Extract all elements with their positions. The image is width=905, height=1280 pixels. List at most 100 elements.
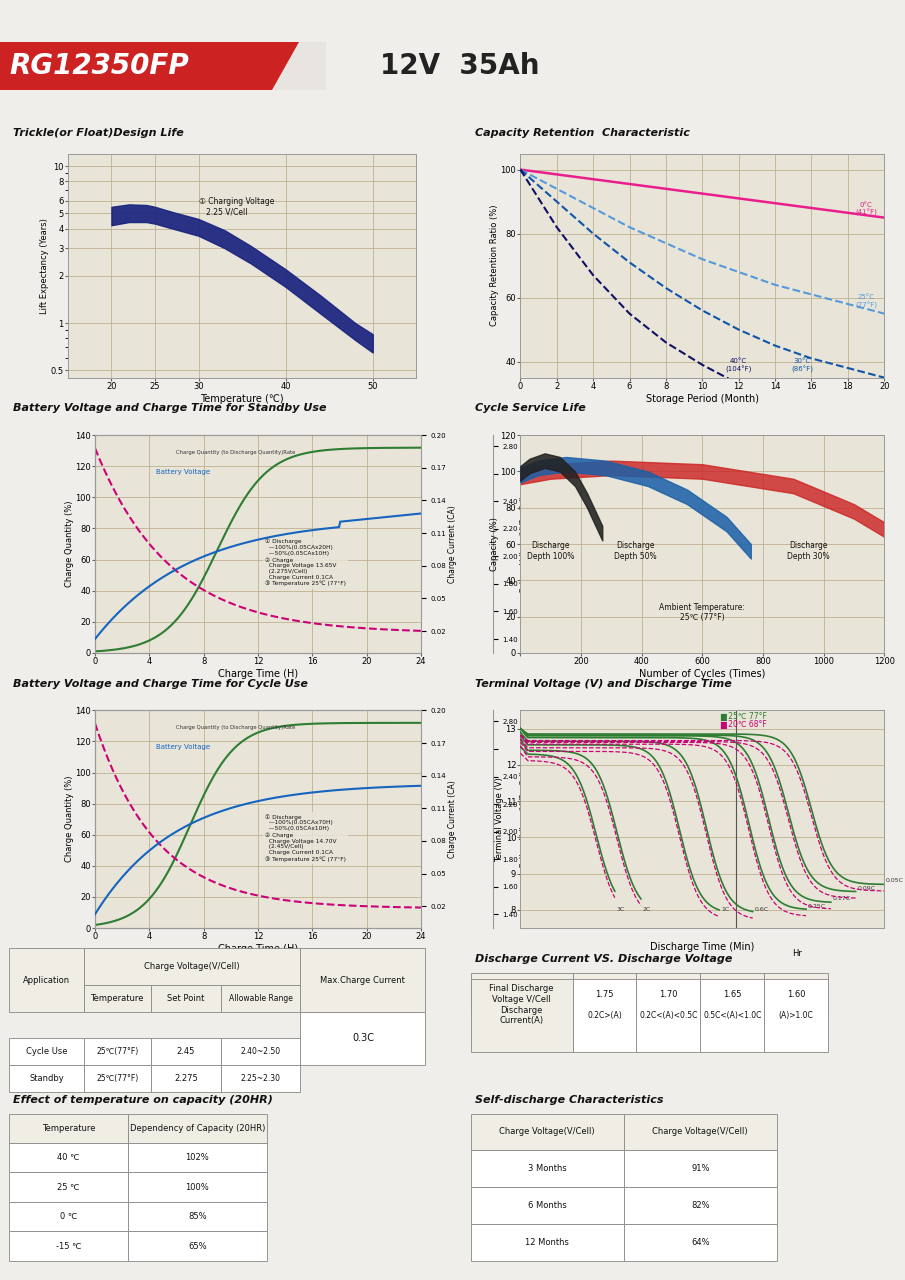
Text: 64%: 64% [691,1238,710,1247]
Text: 2.25~2.30: 2.25~2.30 [241,1074,281,1083]
Text: 0.25C: 0.25C [808,904,826,909]
Text: Discharge
Current(A): Discharge Current(A) [500,1006,544,1025]
Text: Effect of temperature on capacity (20HR): Effect of temperature on capacity (20HR) [14,1094,273,1105]
Text: 40°C
(104°F): 40°C (104°F) [726,358,752,372]
Y-axis label: Charge Quantity (%): Charge Quantity (%) [65,500,73,588]
FancyBboxPatch shape [636,973,700,1015]
FancyBboxPatch shape [128,1172,267,1202]
Text: 25°C
(77°F): 25°C (77°F) [855,294,877,308]
Text: (A)>1.0C: (A)>1.0C [778,1011,814,1020]
FancyBboxPatch shape [764,979,828,1052]
FancyBboxPatch shape [624,1151,776,1188]
Text: Charge Quantity (to Discharge Quantity)Rate: Charge Quantity (to Discharge Quantity)R… [176,449,296,454]
Y-axis label: Charge Quantity (%): Charge Quantity (%) [65,776,73,863]
FancyBboxPatch shape [150,1065,222,1092]
Text: 1.70: 1.70 [659,989,678,998]
Text: 30°C
(86°F): 30°C (86°F) [791,358,814,372]
Text: 0.2C<(A)<0.5C: 0.2C<(A)<0.5C [639,1011,698,1020]
FancyBboxPatch shape [9,1202,128,1231]
Text: Allowable Range: Allowable Range [229,993,293,1002]
Text: Battery Voltage and Charge Time for Standby Use: Battery Voltage and Charge Time for Stan… [14,403,327,413]
FancyBboxPatch shape [150,986,222,1011]
Text: 3C: 3C [616,908,625,913]
Text: Standby: Standby [29,1074,64,1083]
Text: ▇ 25℃ 77°F: ▇ 25℃ 77°F [720,713,767,722]
X-axis label: Temperature (℃): Temperature (℃) [200,393,284,403]
FancyBboxPatch shape [471,973,573,1015]
FancyBboxPatch shape [84,1065,150,1092]
FancyBboxPatch shape [84,948,300,986]
Text: Terminal Voltage (V) and Discharge Time: Terminal Voltage (V) and Discharge Time [475,678,731,689]
Text: Charge Quantity (to Discharge Quantity)Rate: Charge Quantity (to Discharge Quantity)R… [176,724,296,730]
Text: 2.40~2.50: 2.40~2.50 [241,1047,281,1056]
FancyBboxPatch shape [9,1114,128,1143]
Text: 2.45: 2.45 [176,1047,195,1056]
Text: Discharge Current VS. Discharge Voltage: Discharge Current VS. Discharge Voltage [475,954,732,964]
FancyBboxPatch shape [222,986,300,1011]
X-axis label: Discharge Time (Min): Discharge Time (Min) [650,942,755,952]
FancyBboxPatch shape [9,1143,128,1172]
Y-axis label: Lift Expectancy (Years): Lift Expectancy (Years) [40,218,49,314]
Text: 6 Months: 6 Months [528,1201,567,1210]
Text: Trickle(or Float)Design Life: Trickle(or Float)Design Life [14,128,184,138]
Y-axis label: Terminal Voltage (V): Terminal Voltage (V) [495,777,504,861]
Y-axis label: Battery Voltage (V)/Per Cell: Battery Voltage (V)/Per Cell [519,497,526,591]
Text: Discharge
Depth 50%: Discharge Depth 50% [614,541,657,561]
FancyBboxPatch shape [300,948,425,1011]
Text: 25℃(77°F): 25℃(77°F) [96,1074,138,1083]
Text: 0°C
(41°F): 0°C (41°F) [855,201,877,216]
X-axis label: Charge Time (H): Charge Time (H) [218,668,298,678]
FancyBboxPatch shape [573,973,636,1015]
Text: Hr: Hr [792,950,802,959]
FancyBboxPatch shape [9,1231,128,1261]
Text: 25℃(77°F): 25℃(77°F) [96,1047,138,1056]
Text: 0.09C: 0.09C [857,886,876,891]
Text: Charge Voltage(V/Cell): Charge Voltage(V/Cell) [500,1128,595,1137]
Y-axis label: Capacity Retention Ratio (%): Capacity Retention Ratio (%) [491,205,499,326]
X-axis label: Number of Cycles (Times): Number of Cycles (Times) [639,668,766,678]
FancyBboxPatch shape [0,42,326,90]
Text: 100%: 100% [186,1183,209,1192]
Text: 2C: 2C [643,908,652,913]
FancyBboxPatch shape [636,979,700,1052]
FancyBboxPatch shape [471,1151,624,1188]
Text: 0.2C>(A): 0.2C>(A) [587,1011,622,1020]
FancyBboxPatch shape [222,1065,300,1092]
FancyBboxPatch shape [128,1202,267,1231]
Text: 65%: 65% [188,1242,206,1251]
FancyBboxPatch shape [128,1114,267,1143]
Text: 12 Months: 12 Months [525,1238,569,1247]
Text: Capacity Retention  Characteristic: Capacity Retention Characteristic [475,128,690,138]
Text: Temperature: Temperature [90,993,144,1002]
FancyBboxPatch shape [471,1114,624,1151]
Text: 40 ℃: 40 ℃ [57,1153,80,1162]
Text: ① Discharge
  —100%(0.05CAx20H)
  —50%(0.05CAx10H)
② Charge
  Charge Voltage 13.: ① Discharge —100%(0.05CAx20H) —50%(0.05C… [264,539,346,586]
Text: Final Discharge
Voltage V/Cell: Final Discharge Voltage V/Cell [490,984,554,1004]
FancyBboxPatch shape [764,973,828,1015]
FancyBboxPatch shape [700,973,764,1015]
Text: 91%: 91% [691,1165,710,1174]
FancyBboxPatch shape [624,1114,776,1151]
Text: 25 ℃: 25 ℃ [57,1183,80,1192]
Text: Temperature: Temperature [42,1124,95,1133]
Y-axis label: Charge Current (CA): Charge Current (CA) [448,781,457,858]
Text: RG12350FP: RG12350FP [9,52,189,79]
FancyBboxPatch shape [84,986,150,1011]
Text: Application: Application [23,975,70,984]
Text: 102%: 102% [186,1153,209,1162]
Text: Max.Charge Current: Max.Charge Current [320,975,405,984]
Y-axis label: Capacity (%): Capacity (%) [491,517,499,571]
FancyBboxPatch shape [624,1224,776,1261]
Text: Cycle Use: Cycle Use [25,1047,67,1056]
Text: Dependency of Capacity (20HR): Dependency of Capacity (20HR) [129,1124,265,1133]
Text: Discharge
Depth 30%: Discharge Depth 30% [787,541,830,561]
Text: ① Discharge
  —100%(0.05CAx70H)
  —50%(0.05CAx10H)
② Charge
  Charge Voltage 14.: ① Discharge —100%(0.05CAx70H) —50%(0.05C… [264,814,346,861]
Text: 0 ℃: 0 ℃ [60,1212,77,1221]
Y-axis label: Charge Current (CA): Charge Current (CA) [448,506,457,582]
X-axis label: Charge Time (H): Charge Time (H) [218,943,298,954]
Text: Set Point: Set Point [167,993,205,1002]
FancyBboxPatch shape [128,1143,267,1172]
Text: Cycle Service Life: Cycle Service Life [475,403,586,413]
Text: 0.05C: 0.05C [886,878,904,883]
Text: 1.75: 1.75 [595,989,614,998]
